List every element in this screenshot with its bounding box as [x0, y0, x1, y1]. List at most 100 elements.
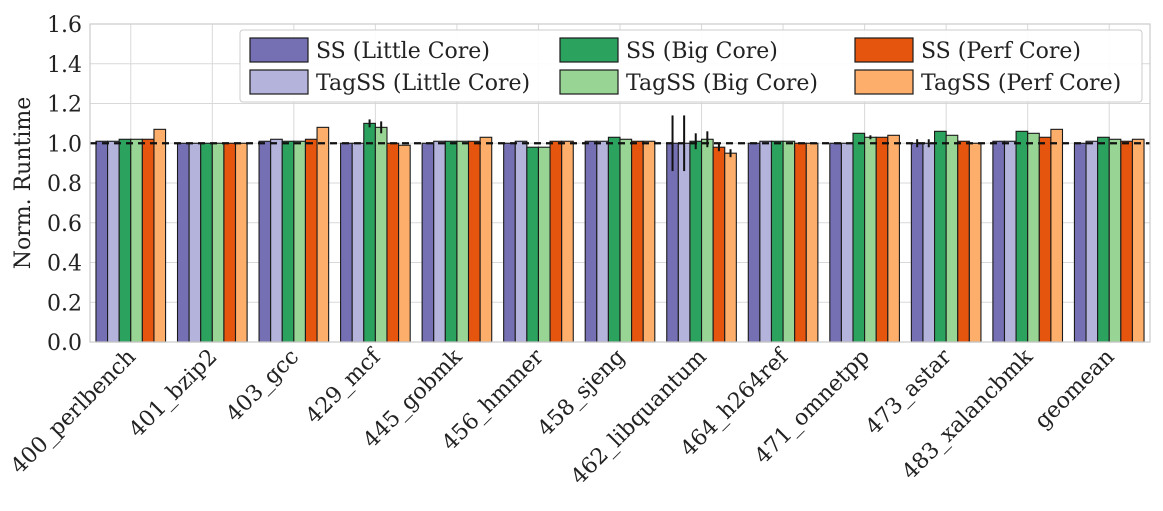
bar-ss-little-core: [829, 142, 842, 343]
bar-tagss-little-core: [759, 140, 773, 343]
bar-tagss-little-core: [1003, 140, 1017, 343]
bar-ss-little-core: [1073, 142, 1087, 343]
y-tick-labels: 0.0 0.2 0.4 0.6 0.8 1.0 1.2 1.4 1.6: [47, 13, 82, 356]
bar-tagss-little-core: [107, 140, 120, 343]
bar-tagss-big-core: [374, 126, 388, 343]
bar-ss-big-core: [770, 140, 784, 343]
bar-tagss-big-core: [864, 136, 877, 343]
bar-tagss-little-core: [188, 142, 202, 343]
x-tick-label: 429_mcf: [301, 343, 387, 429]
bar-ss-little-core: [258, 140, 272, 343]
bar-ss-perf-core: [712, 146, 726, 343]
bar-tagss-little-core: [433, 140, 446, 343]
x-tick-label: geomean: [1030, 345, 1119, 434]
bar-ss-perf-core: [794, 142, 807, 343]
bar-ss-perf-core: [631, 140, 644, 343]
bar-tagss-perf-core: [153, 128, 167, 343]
bar-ss-big-core: [689, 140, 703, 343]
bar-tagss-little-core: [270, 138, 283, 343]
y-tick-label: 0.4: [47, 252, 82, 277]
bar-ss-little-core: [95, 140, 109, 343]
legend-swatch: [559, 69, 619, 95]
y-tick-label: 0.6: [47, 212, 82, 237]
bar-tagss-perf-core: [234, 142, 248, 343]
bar-tagss-big-core: [945, 134, 959, 343]
bar-tagss-perf-core: [887, 134, 900, 343]
bar-ss-big-core: [444, 140, 458, 343]
plot-frame: [89, 23, 1151, 343]
bar-tagss-perf-core: [968, 142, 982, 343]
bar-tagss-big-core: [130, 138, 143, 343]
legend: SS (Little Core) SS (Big Core) SS (Perf Co…: [239, 29, 1143, 103]
bar-ss-big-core: [852, 132, 866, 343]
bar-tagss-big-core: [456, 140, 470, 343]
bar-ss-big-core: [1015, 130, 1029, 343]
bar-ss-big-core: [607, 136, 621, 343]
y-tick-label: 0.0: [47, 331, 82, 356]
bar-ss-little-core: [176, 142, 190, 343]
bar-tagss-big-core: [211, 142, 225, 343]
bar-ss-perf-core: [957, 140, 970, 343]
legend-label: SS (Perf Core): [921, 39, 1081, 64]
bar-ss-big-core: [363, 122, 376, 343]
bar-tagss-little-core: [596, 140, 609, 343]
bar-ss-perf-core: [875, 136, 889, 343]
bar-ss-little-core: [910, 142, 924, 343]
bar-tagss-big-core: [1027, 132, 1040, 343]
bar-ss-perf-core: [304, 138, 318, 343]
bar-tagss-little-core: [677, 142, 691, 343]
bar-tagss-perf-core: [479, 136, 493, 343]
x-tick-label: 401_bzip2: [124, 345, 222, 443]
legend-swatch: [854, 69, 914, 95]
bar-tagss-perf-core: [1050, 128, 1064, 343]
bar-tagss-perf-core: [805, 142, 819, 343]
bar-ss-perf-core: [549, 140, 563, 343]
legend-label: TagSS (Little Core): [316, 71, 530, 96]
legend-swatch: [249, 69, 309, 95]
bar-ss-big-core: [281, 140, 295, 343]
bar-ss-big-core: [118, 138, 132, 343]
y-tick-label: 1.6: [47, 13, 82, 38]
x-tick-label: 462_libquantum: [566, 344, 711, 489]
bar-tagss-big-core: [619, 138, 633, 343]
y-tick-label: 1.4: [47, 53, 82, 78]
bar-ss-perf-core: [1120, 140, 1133, 343]
bar-ss-little-core: [340, 142, 353, 343]
bar-tagss-little-core: [922, 142, 936, 343]
bar-tagss-big-core: [537, 146, 551, 343]
bar-ss-big-core: [934, 130, 947, 343]
bar-ss-perf-core: [1038, 136, 1052, 343]
legend-label: TagSS (Big Core): [626, 71, 818, 96]
bar-tagss-little-core: [514, 140, 528, 343]
bar-ss-little-core: [747, 142, 761, 343]
bar-tagss-big-core: [782, 140, 796, 343]
y-axis-label: Norm. Runtime: [11, 97, 36, 270]
y-tick-label: 1.0: [47, 132, 82, 157]
y-tick-label: 1.2: [47, 93, 82, 118]
bars-layer: [95, 115, 1145, 343]
bar-tagss-perf-core: [398, 144, 411, 343]
bar-tagss-little-core: [1085, 140, 1099, 343]
legend-label: SS (Big Core): [626, 39, 778, 64]
y-tick-label: 0.2: [47, 291, 82, 316]
bar-tagss-big-core: [293, 140, 306, 343]
bar-ss-perf-core: [467, 140, 481, 343]
bar-ss-perf-core: [223, 142, 237, 343]
bar-tagss-perf-core: [316, 126, 330, 343]
bar-ss-big-core: [1097, 136, 1110, 343]
x-tick-label: 403_gcc: [222, 345, 305, 428]
legend-swatch: [249, 37, 309, 63]
bar-ss-little-core: [992, 140, 1006, 343]
legend-label: SS (Little Core): [316, 39, 490, 64]
bar-ss-big-core: [526, 146, 540, 343]
bar-ss-little-core: [503, 142, 516, 343]
bar-tagss-perf-core: [1131, 138, 1145, 343]
legend-label: TagSS (Perf Core): [921, 71, 1121, 96]
bar-tagss-big-core: [700, 138, 714, 343]
bar-tagss-perf-core: [724, 152, 737, 343]
legend-box: [239, 29, 1143, 103]
bar-tagss-little-core: [840, 142, 854, 343]
bar-tagss-little-core: [351, 142, 365, 343]
